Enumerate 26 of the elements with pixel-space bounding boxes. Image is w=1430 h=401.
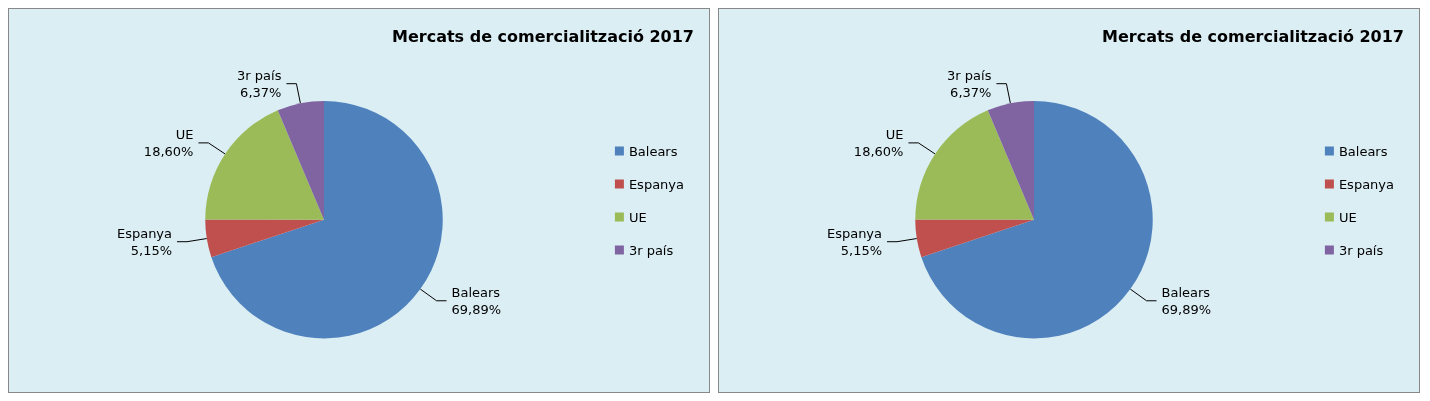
legend-label: 3r país xyxy=(628,242,674,258)
chart-title: Mercats de comercialització 2017 xyxy=(391,26,695,46)
slice-label: Balears xyxy=(1161,284,1211,300)
slice-label: 3r país xyxy=(237,67,282,83)
slice-label: Balears xyxy=(451,284,501,300)
data-label: 5,15% xyxy=(130,242,173,258)
slice-label: Espanya xyxy=(116,225,173,241)
data-label: 6,37% xyxy=(950,84,992,100)
slice-label: UE xyxy=(175,126,194,142)
data-label: 18,60% xyxy=(853,143,904,159)
legend-label: Balears xyxy=(1338,143,1388,159)
data-label: 6,37% xyxy=(240,84,282,100)
legend-label: UE xyxy=(628,209,647,225)
chart-title: Mercats de comercialització 2017 xyxy=(1101,26,1405,46)
data-label: 69,89% xyxy=(451,301,502,317)
slice-label: 3r país xyxy=(947,67,992,83)
data-label: 69,89% xyxy=(1161,301,1212,317)
legend-label: Balears xyxy=(628,143,678,159)
legend-label: Espanya xyxy=(628,176,685,192)
data-label: 5,15% xyxy=(840,242,883,258)
legend-label: UE xyxy=(1338,209,1357,225)
data-label: 18,60% xyxy=(143,143,194,159)
legend-label: Espanya xyxy=(1338,176,1395,192)
slice-label: UE xyxy=(885,126,904,142)
legend-label: 3r país xyxy=(1338,242,1384,258)
slice-label: Espanya xyxy=(826,225,883,241)
